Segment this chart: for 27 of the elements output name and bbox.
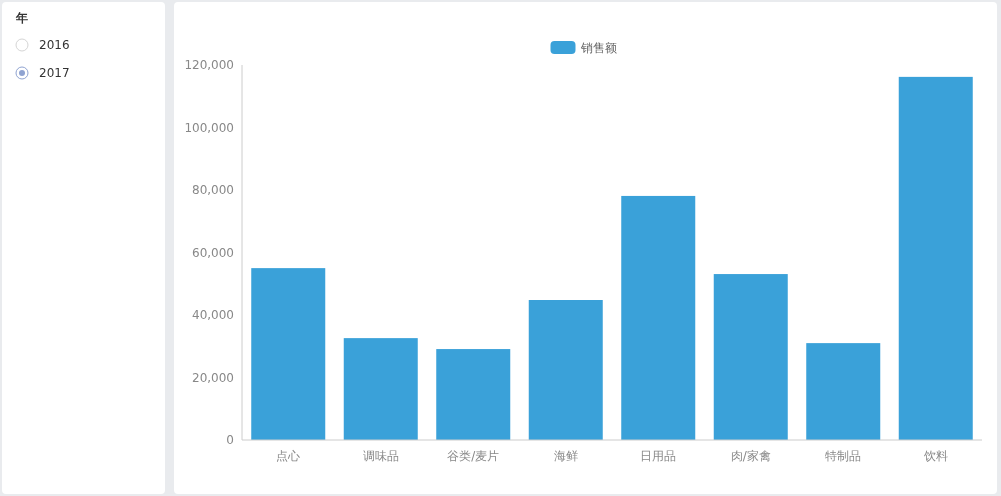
bar bbox=[343, 338, 418, 440]
bar bbox=[436, 349, 511, 440]
bar bbox=[898, 76, 973, 440]
bar bbox=[806, 343, 881, 440]
x-tick-label: 点心 bbox=[276, 449, 301, 463]
bar bbox=[713, 274, 788, 440]
text: 2017 bbox=[39, 66, 70, 80]
x-tick-label: 海鲜 bbox=[553, 449, 578, 463]
text: 年 bbox=[15, 11, 28, 25]
y-tick-label: 0 bbox=[226, 433, 234, 447]
x-tick-label: 日用品 bbox=[640, 449, 677, 463]
y-tick-label: 100,000 bbox=[184, 120, 234, 135]
x-tick-label: 饮料 bbox=[922, 449, 948, 463]
x-tick-label: 特制品 bbox=[825, 449, 862, 463]
y-tick-label: 20,000 bbox=[192, 370, 234, 385]
y-tick-label: 80,000 bbox=[192, 183, 234, 197]
bar bbox=[528, 300, 603, 440]
y-tick-label: 60,000 bbox=[192, 245, 234, 260]
bar bbox=[621, 195, 696, 440]
x-tick-label: 调味品 bbox=[362, 449, 399, 463]
text: 2016 bbox=[39, 38, 70, 52]
y-tick-label: 40,000 bbox=[192, 308, 234, 322]
legend-label: 销售额 bbox=[579, 41, 617, 55]
bar bbox=[251, 268, 326, 440]
x-tick-label: 谷类/麦片 bbox=[447, 449, 500, 463]
x-tick-label: 肉/家禽 bbox=[730, 449, 771, 463]
y-tick-label: 120,000 bbox=[184, 58, 234, 72]
